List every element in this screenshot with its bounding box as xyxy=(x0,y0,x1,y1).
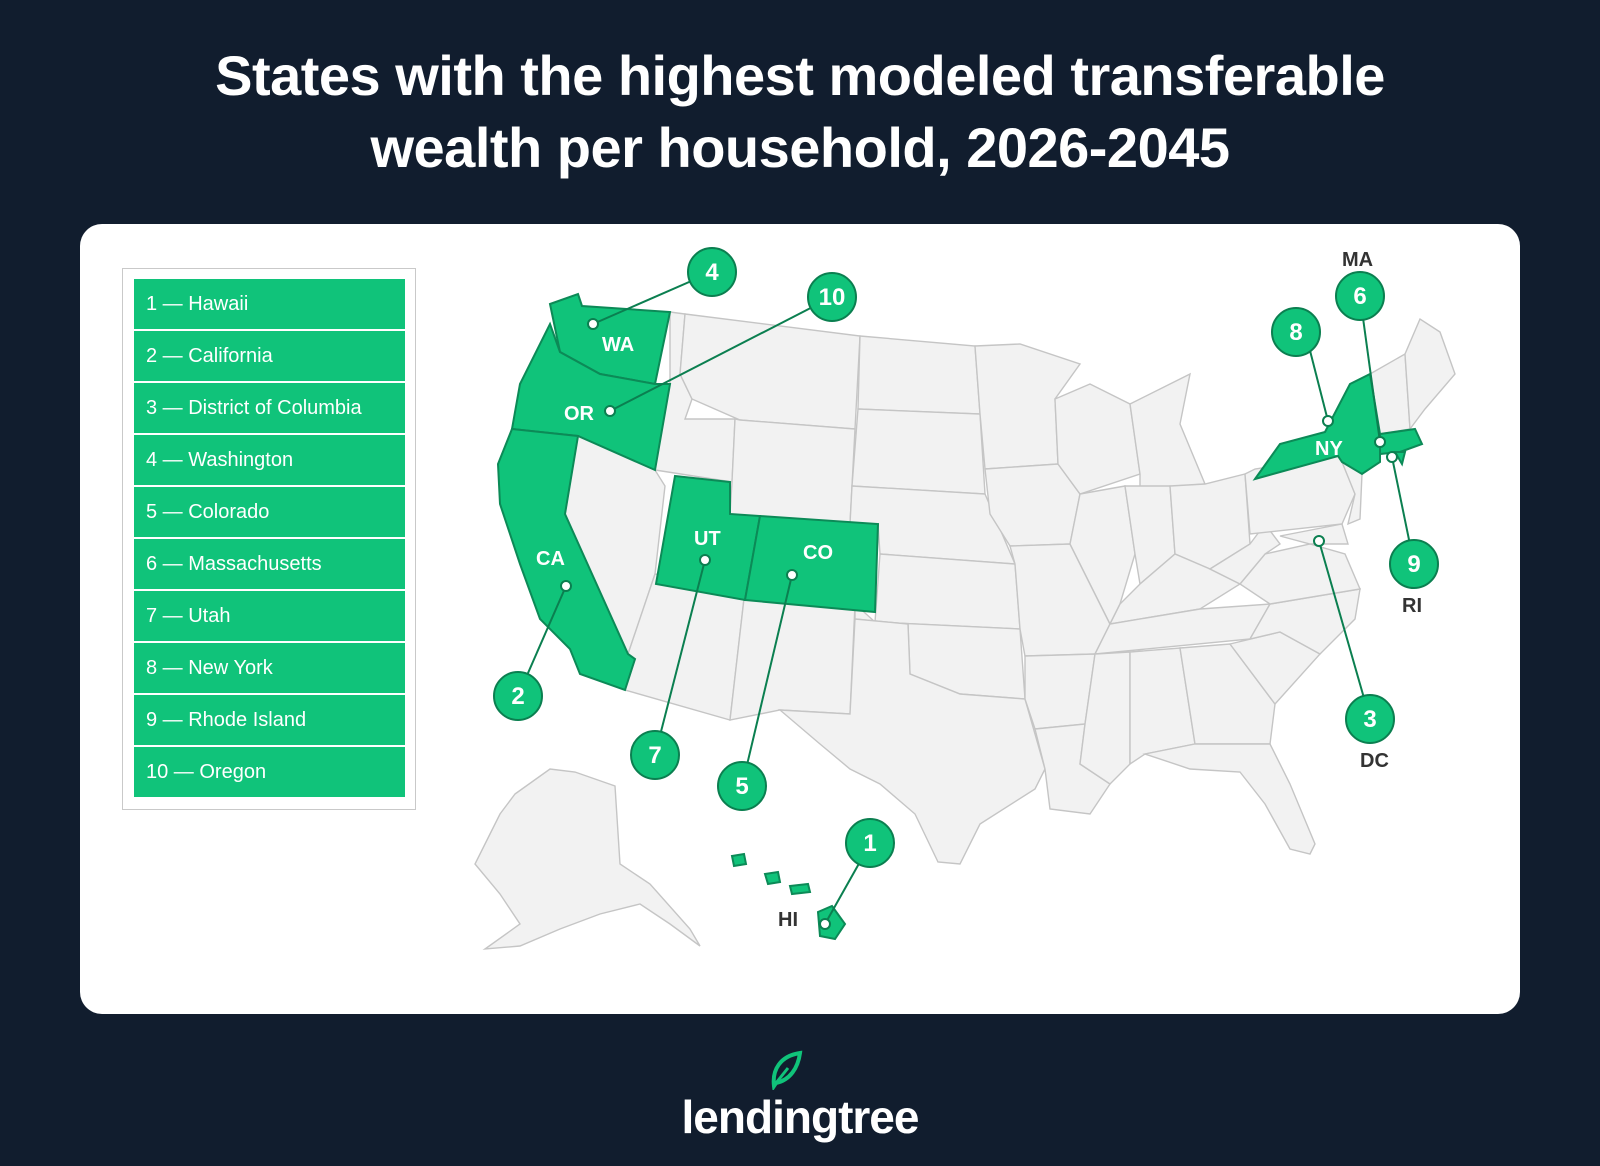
ranking-legend: 1 — Hawaii 2 — California 3 — District o… xyxy=(122,268,416,810)
legend-item-hawaii: 1 — Hawaii xyxy=(134,279,405,329)
rank-badge-ri-text: 9 xyxy=(1407,551,1420,578)
rank-badge-ny-text: 8 xyxy=(1289,319,1302,346)
dot-wa xyxy=(587,318,599,330)
rank-badge-wa-text: 4 xyxy=(705,259,719,286)
state-michigan xyxy=(1129,372,1207,490)
rank-badge-or: 10 xyxy=(807,272,857,322)
legend-item-california: 2 — California xyxy=(134,331,405,381)
state-texas xyxy=(777,618,1046,865)
leader-or xyxy=(609,296,833,412)
state-georgia xyxy=(1179,643,1276,745)
leader-ut xyxy=(654,559,706,756)
state-florida xyxy=(1142,743,1316,855)
state-north-dakota xyxy=(857,335,981,415)
rank-badge-co-text: 5 xyxy=(735,773,748,800)
rank-badge-ca-text: 2 xyxy=(511,683,524,710)
leaf-icon xyxy=(771,1050,803,1090)
state-labels: WA OR CA UT CO NY MA RI DC HI xyxy=(536,249,1422,931)
title-line-1: States with the highest modeled transfer… xyxy=(215,44,1385,107)
label-wa: WA xyxy=(602,334,634,356)
label-hi: HI xyxy=(778,909,798,931)
other-states xyxy=(564,311,1456,865)
legend-item-oregon: 10 — Oregon xyxy=(134,747,405,797)
state-alaska xyxy=(474,768,701,950)
title-line-2: wealth per household, 2026-2045 xyxy=(370,116,1230,179)
legend-item-dc: 3 — District of Columbia xyxy=(134,383,405,433)
state-west-virginia xyxy=(1208,522,1282,585)
page-title: States with the highest modeled transfer… xyxy=(0,40,1600,184)
rank-badge-co: 5 xyxy=(717,761,767,811)
highlighted-states xyxy=(496,292,1424,941)
label-ri: RI xyxy=(1402,595,1422,617)
rank-badge-ma: 6 xyxy=(1335,271,1385,321)
state-wyoming xyxy=(729,418,856,525)
state-hawaii-oahu xyxy=(763,870,782,886)
dot-dc xyxy=(1313,535,1325,547)
rank-badge-or-text: 10 xyxy=(819,284,846,311)
state-kansas xyxy=(874,553,1021,630)
dot-ri xyxy=(1386,451,1398,463)
legend-item-massachusetts: 6 — Massachusetts xyxy=(134,539,405,589)
label-ut: UT xyxy=(694,528,721,550)
state-hawaii-big-island xyxy=(816,904,847,941)
state-maryland xyxy=(1279,523,1349,545)
rank-badge-ma-text: 6 xyxy=(1353,283,1366,310)
label-ny: NY xyxy=(1315,438,1343,460)
rank-badge-hi: 1 xyxy=(845,818,895,868)
legend-item-utah: 7 — Utah xyxy=(134,591,405,641)
rank-badge-hi-text: 1 xyxy=(863,830,876,857)
state-south-dakota xyxy=(851,408,986,495)
us-map: WA OR CA UT CO NY MA RI DC HI 4 10 2 xyxy=(474,247,1456,950)
dot-ut xyxy=(699,554,711,566)
rank-badge-ut-text: 7 xyxy=(648,742,661,769)
brand-logo: lendingtree xyxy=(0,1050,1600,1143)
map-card: 1 — Hawaii 2 — California 3 — District o… xyxy=(80,224,1520,1014)
rank-badge-ut: 7 xyxy=(630,730,680,780)
dot-hi xyxy=(819,918,831,930)
legend-item-rhode-island: 9 — Rhode Island xyxy=(134,695,405,745)
label-dc: DC xyxy=(1360,750,1389,772)
legend-item-new-york: 8 — New York xyxy=(134,643,405,693)
state-new-mexico xyxy=(729,589,856,721)
logo-text: lendingtree xyxy=(681,1091,920,1143)
label-co: CO xyxy=(803,542,833,564)
state-hawaii-maui xyxy=(788,882,812,896)
dot-or xyxy=(604,405,616,417)
label-ma: MA xyxy=(1342,249,1373,271)
location-dots xyxy=(560,318,1398,930)
rank-badge-wa: 4 xyxy=(687,247,737,297)
state-wisconsin xyxy=(1054,383,1141,495)
state-arkansas xyxy=(1024,653,1096,730)
state-massachusetts xyxy=(1379,427,1424,456)
state-tennessee xyxy=(1093,603,1272,655)
rank-badge-dc: 3 xyxy=(1345,694,1395,744)
state-hawaii-kauai xyxy=(730,852,748,868)
state-pennsylvania xyxy=(1244,455,1356,535)
rank-badge-ri: 9 xyxy=(1389,539,1439,589)
leader-dc xyxy=(1318,540,1371,720)
state-montana xyxy=(679,313,861,430)
state-colorado xyxy=(743,514,880,614)
dot-ma xyxy=(1374,436,1386,448)
state-california xyxy=(496,427,637,692)
label-ca: CA xyxy=(536,548,565,570)
state-maine xyxy=(1404,317,1456,431)
state-oregon xyxy=(510,321,672,472)
rank-badge-ny: 8 xyxy=(1271,307,1321,357)
legend-item-colorado: 5 — Colorado xyxy=(134,487,405,537)
dot-ca xyxy=(560,580,572,592)
rank-badge-dc-text: 3 xyxy=(1363,706,1376,733)
legend-item-washington: 4 — Washington xyxy=(134,435,405,485)
dot-ny xyxy=(1322,415,1334,427)
rank-badges: 4 10 2 7 5 8 6 xyxy=(493,247,1439,868)
dot-co xyxy=(786,569,798,581)
label-or: OR xyxy=(564,403,595,425)
leader-co xyxy=(741,574,793,787)
rank-badge-ca: 2 xyxy=(493,671,543,721)
